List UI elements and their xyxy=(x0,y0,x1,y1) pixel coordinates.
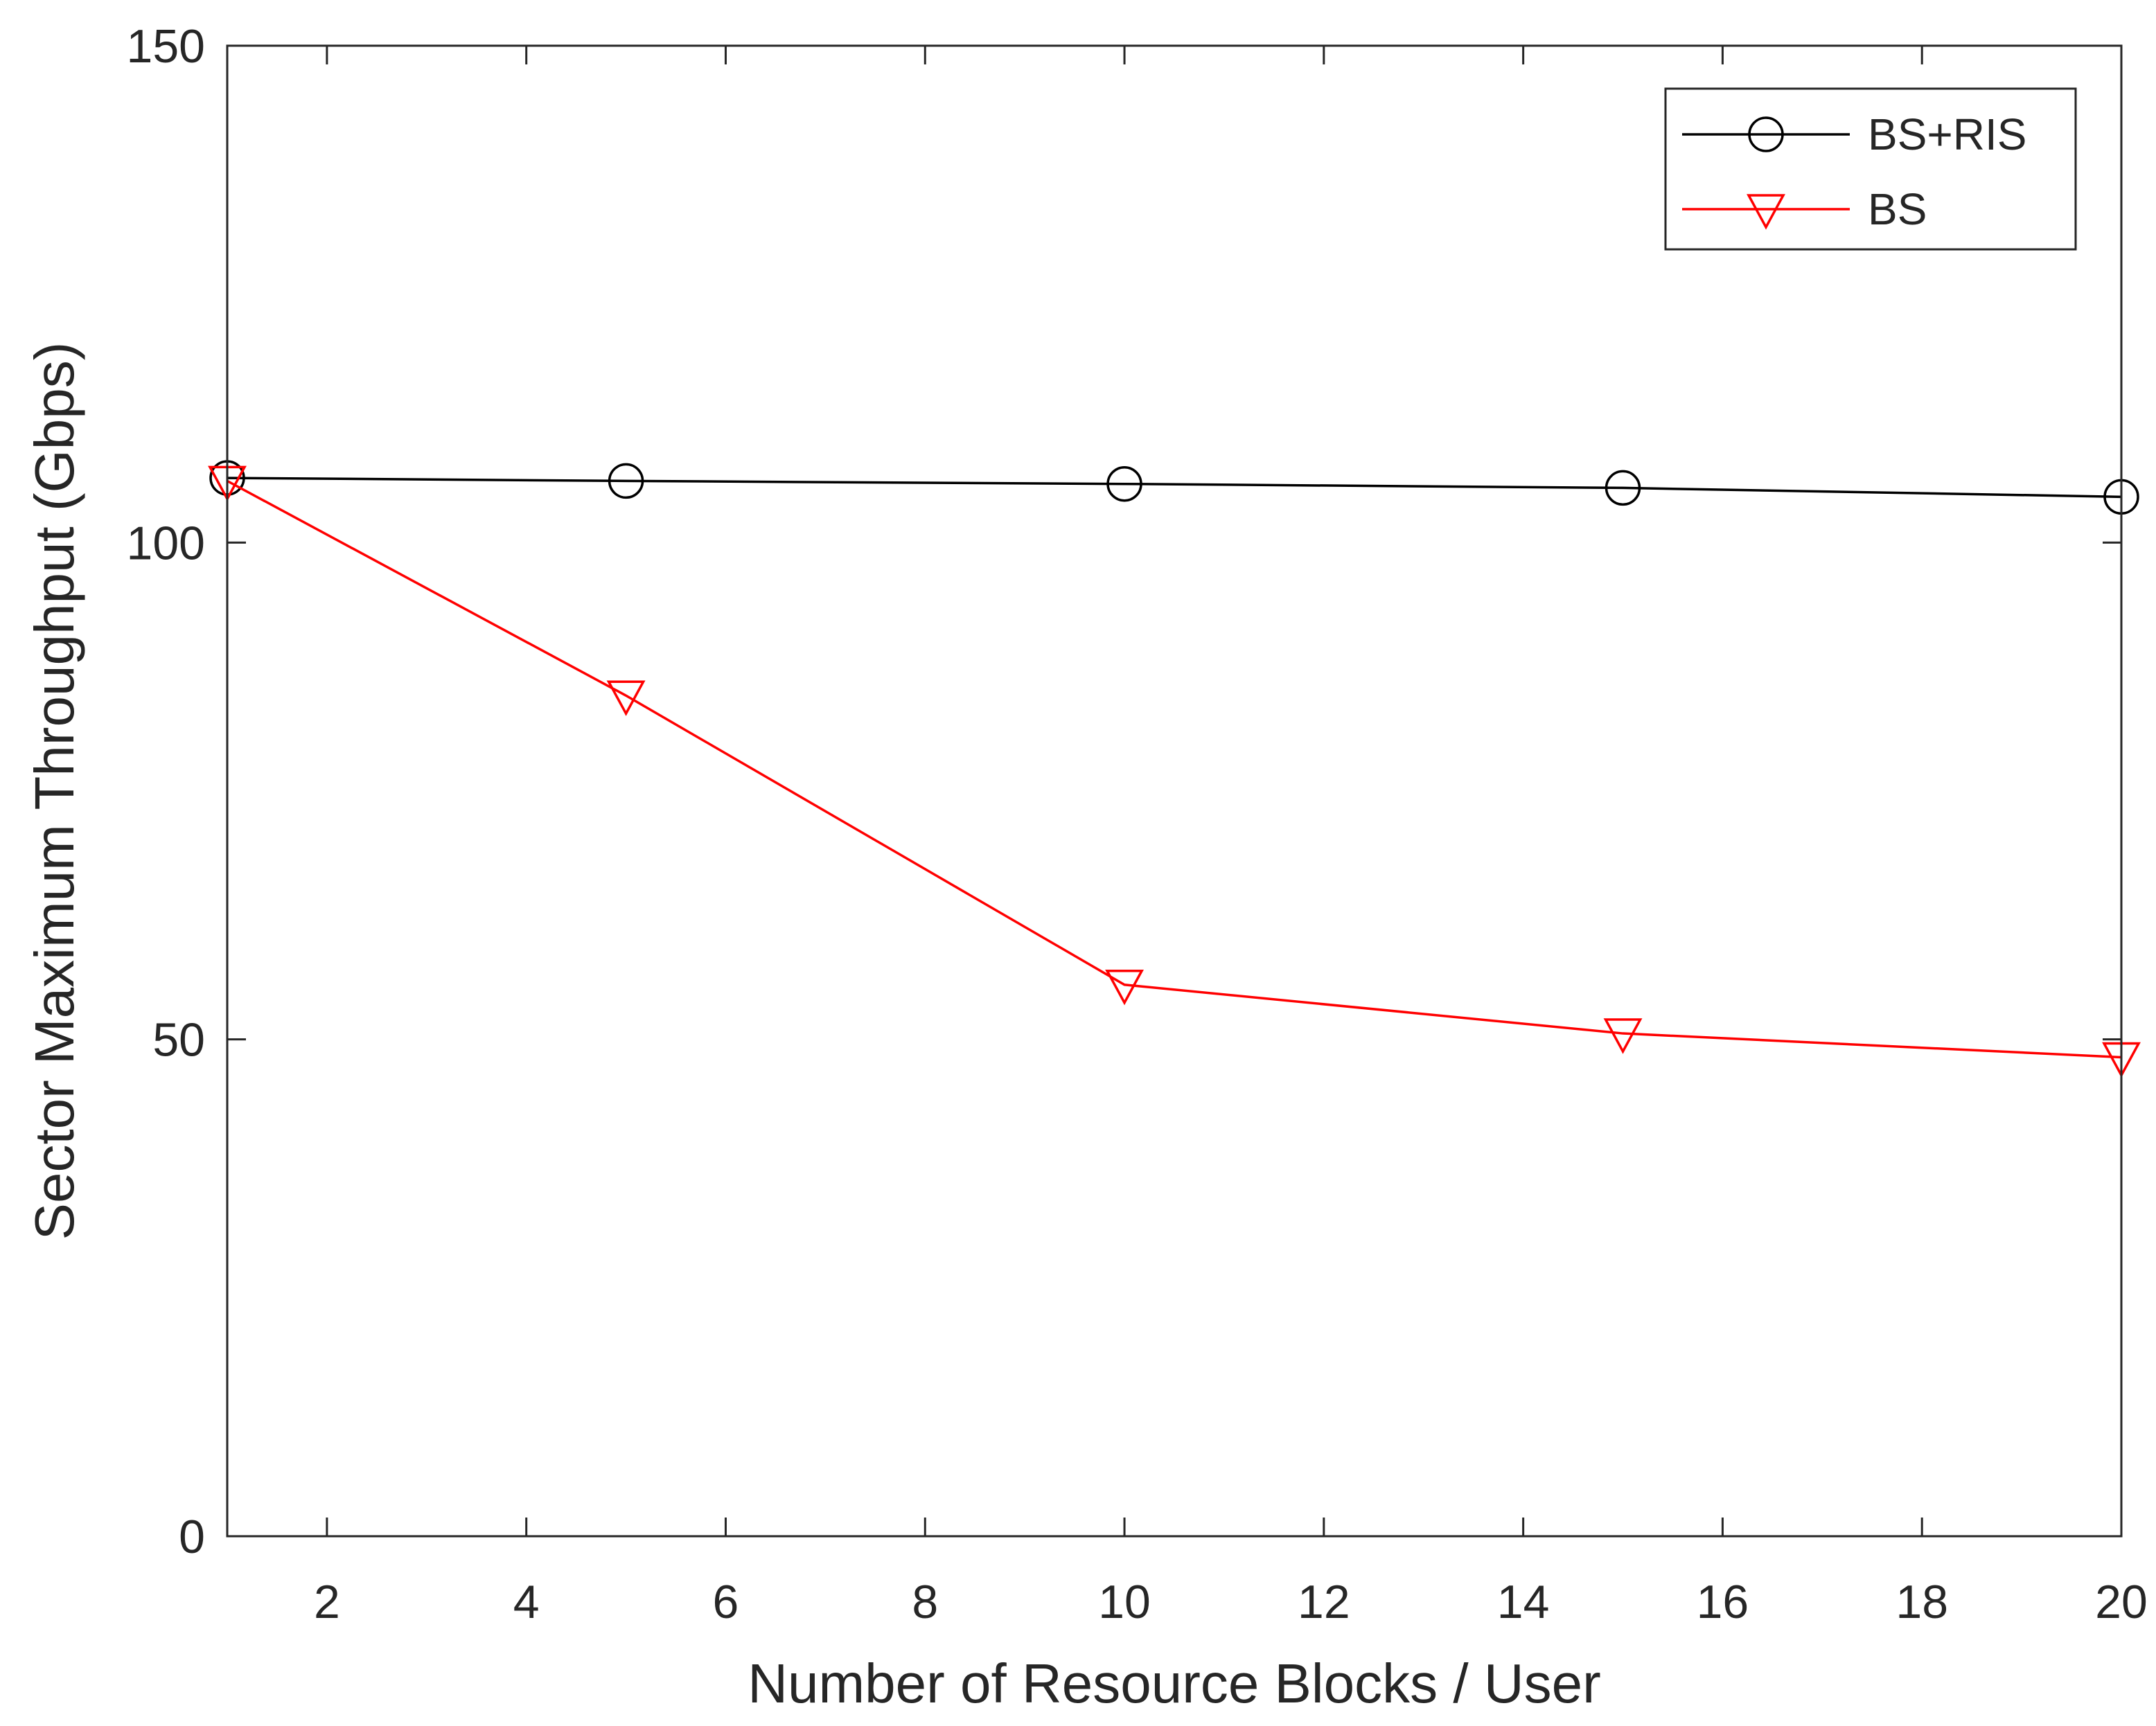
y-tick-label: 0 xyxy=(179,1511,205,1563)
data-point xyxy=(1106,465,1142,502)
x-tick-label: 2 xyxy=(314,1576,340,1628)
x-tick-label: 6 xyxy=(713,1576,739,1628)
data-point xyxy=(1603,1018,1643,1054)
legend-label: BS+RIS xyxy=(1868,109,2026,159)
x-tick-label: 4 xyxy=(513,1576,540,1628)
data-point xyxy=(608,463,644,499)
data-point xyxy=(1605,470,1641,506)
legend-label: BS xyxy=(1868,184,1927,234)
x-tick-label: 20 xyxy=(2095,1576,2148,1628)
series-line xyxy=(227,477,2122,499)
legend: BS+RIS BS xyxy=(1664,87,2077,251)
x-tick-label: 12 xyxy=(1298,1576,1350,1628)
x-axis-label: Number of Resource Blocks / User xyxy=(748,1653,1601,1714)
data-point xyxy=(606,680,646,716)
legend-box xyxy=(1664,87,2077,251)
x-tick-label: 10 xyxy=(1098,1576,1151,1628)
legend-marker xyxy=(1747,194,1785,230)
legend-item: BS xyxy=(1682,184,1927,234)
y-axis-label: Sector Maximum Throughput (Gbps) xyxy=(24,342,85,1240)
data-point xyxy=(1105,970,1144,1006)
x-tick-label: 14 xyxy=(1497,1576,1550,1628)
y-tick-label: 100 xyxy=(127,517,205,569)
series-layer xyxy=(208,460,2141,1078)
plot-frame xyxy=(226,44,2123,1538)
x-tick-label: 16 xyxy=(1697,1576,1749,1628)
y-tick-label: 50 xyxy=(152,1014,205,1067)
y-tick-label: 150 xyxy=(127,20,205,73)
legend-marker xyxy=(1748,116,1784,152)
x-tick-label: 8 xyxy=(912,1576,938,1628)
legend-item: BS+RIS xyxy=(1682,109,2026,159)
plot-area xyxy=(227,46,2121,1536)
x-tick-label: 18 xyxy=(1896,1576,1948,1628)
tick-labels: 2 4 6 8 10 12 14 16 18 20 0 50 100 150 xyxy=(127,20,2148,1628)
series-line xyxy=(227,479,2122,1059)
